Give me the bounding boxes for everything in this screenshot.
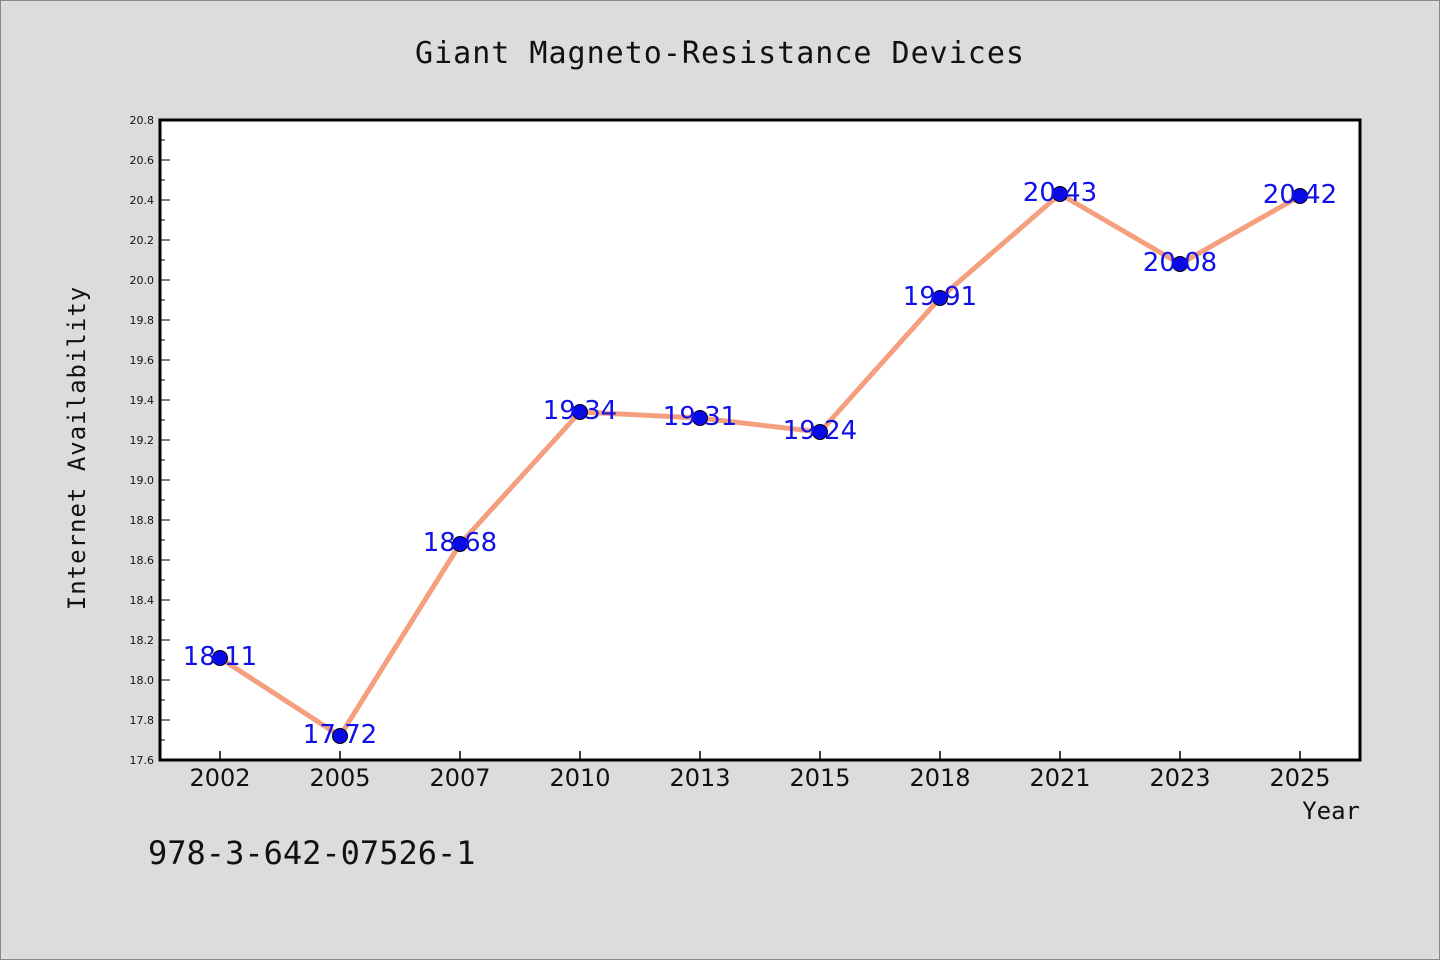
y-tick-label: 18.6 <box>130 554 155 567</box>
y-tick-label: 19.0 <box>130 474 155 487</box>
data-point <box>812 424 828 440</box>
plot-frame <box>158 118 1362 762</box>
data-label: 20.42 <box>1263 180 1337 210</box>
chart-title: Giant Magneto-Resistance Devices <box>415 36 1025 71</box>
y-tick-label: 20.4 <box>130 194 155 207</box>
data-point <box>572 404 588 420</box>
x-tick-label: 2018 <box>909 764 970 792</box>
data-labels: 18.11 17.72 18.68 19.34 19.31 19.24 19.91 20.43… <box>183 178 1337 750</box>
data-point <box>1292 188 1308 204</box>
y-tick-label: 20.6 <box>130 154 155 167</box>
data-label: 19.24 <box>783 416 857 446</box>
y-axis-label: Internet Availability <box>63 286 91 610</box>
y-tick-label: 17.6 <box>130 754 155 767</box>
y-tick-label: 19.2 <box>130 434 155 447</box>
x-tick-label: 2025 <box>1269 764 1330 792</box>
data-label: 20.08 <box>1143 248 1217 278</box>
x-tick-label: 2002 <box>189 764 250 792</box>
x-tick-label: 2015 <box>789 764 850 792</box>
data-label: 19.91 <box>903 282 977 312</box>
y-tick-label: 18.4 <box>130 594 155 607</box>
data-label: 18.11 <box>183 642 257 672</box>
x-axis: 2002 2005 2007 2010 2013 2015 2018 2021 2023 2025 <box>189 751 1331 792</box>
x-axis-label: Year <box>1302 797 1360 825</box>
data-label: 19.31 <box>663 402 737 432</box>
data-label: 18.68 <box>423 528 497 558</box>
y-tick-label: 20.0 <box>130 274 155 287</box>
y-axis: 17.6 17.8 18.0 18.2 18.4 18.6 18.8 19.0 19.2 19.4… <box>130 114 170 767</box>
y-tick-label: 17.8 <box>130 714 155 727</box>
x-tick-label: 2021 <box>1029 764 1090 792</box>
series-line <box>218 191 1302 739</box>
x-tick-label: 2010 <box>549 764 610 792</box>
x-tick-label: 2023 <box>1149 764 1210 792</box>
data-point <box>932 290 948 306</box>
x-tick-label: 2013 <box>669 764 730 792</box>
y-tick-label: 19.4 <box>130 394 155 407</box>
y-tick-label: 18.0 <box>130 674 155 687</box>
y-tick-label: 18.8 <box>130 514 155 527</box>
x-tick-label: 2005 <box>309 764 370 792</box>
y-tick-label: 19.6 <box>130 354 155 367</box>
y-tick-label: 19.8 <box>130 314 155 327</box>
data-point <box>212 650 228 666</box>
data-point <box>332 728 348 744</box>
plot-area <box>160 120 1360 760</box>
data-point <box>1172 256 1188 272</box>
y-tick-label: 18.2 <box>130 634 155 647</box>
data-point <box>1052 186 1068 202</box>
data-points <box>212 186 1308 744</box>
data-label: 20.43 <box>1023 178 1097 208</box>
isbn-annotation: 978-3-642-07526-1 <box>148 834 476 872</box>
data-label: 17.72 <box>303 720 377 750</box>
data-point <box>452 536 468 552</box>
x-tick-label: 2007 <box>429 764 490 792</box>
y-tick-label: 20.2 <box>130 234 155 247</box>
y-tick-label: 20.8 <box>130 114 155 127</box>
data-label: 19.34 <box>543 396 617 426</box>
data-point <box>692 410 708 426</box>
